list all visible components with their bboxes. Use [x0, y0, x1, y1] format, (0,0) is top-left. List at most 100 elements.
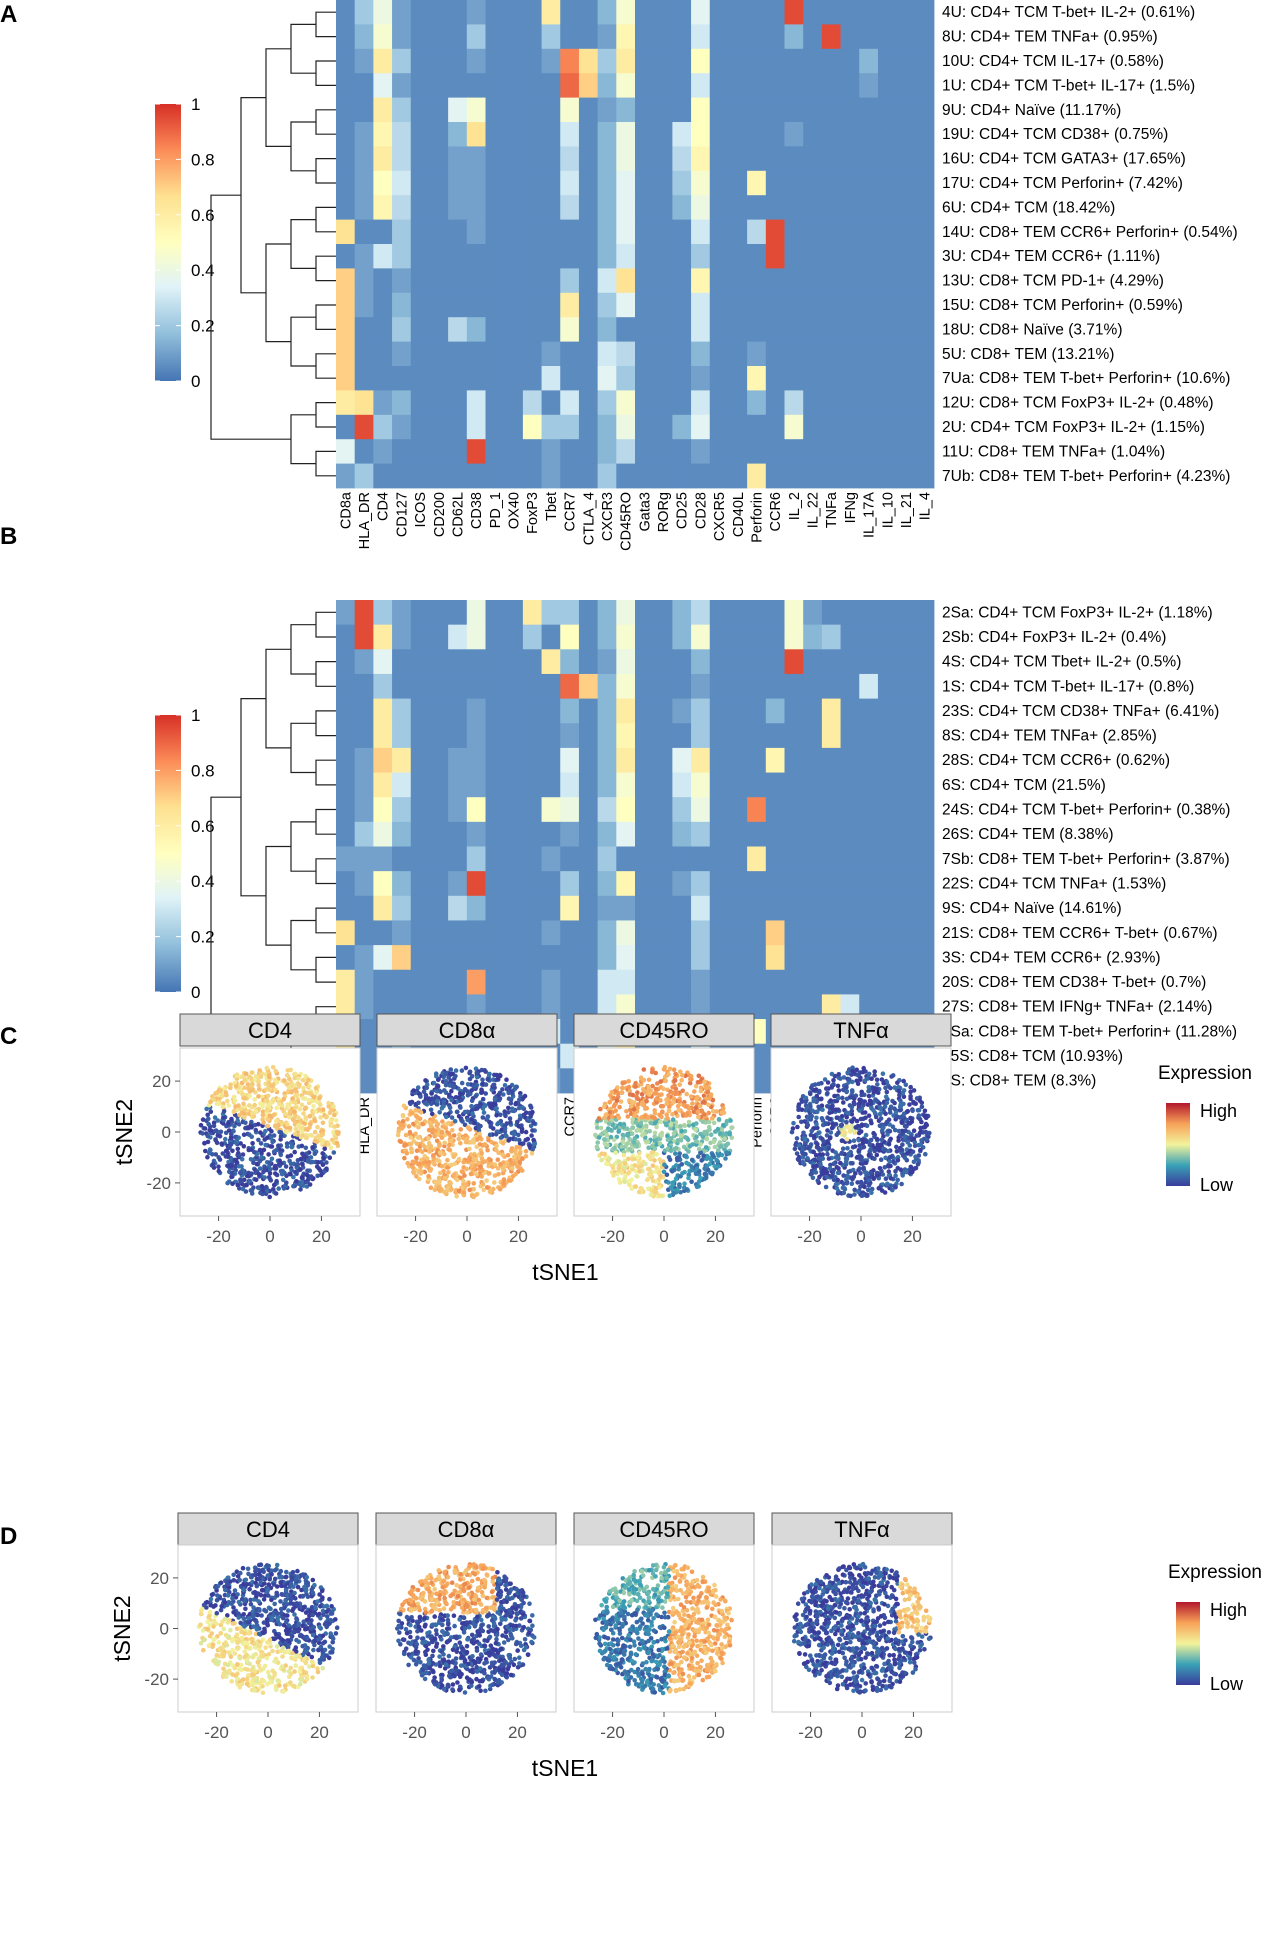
tsne-point: [449, 1115, 455, 1120]
tsne-point: [450, 1142, 455, 1148]
tsne-point: [817, 1130, 822, 1135]
tsne-point: [617, 1121, 623, 1127]
heat-cell: [635, 414, 655, 440]
heat-cell: [877, 170, 898, 196]
tsne-point: [671, 1191, 676, 1196]
dendrogram-branch: [315, 158, 336, 184]
heat-cell: [784, 945, 804, 971]
tsne-point: [318, 1168, 323, 1173]
heat-cell: [578, 797, 599, 823]
tsne-point: [465, 1158, 471, 1164]
tsne-point: [493, 1132, 499, 1137]
heat-cell: [354, 146, 374, 172]
tsne-point: [322, 1146, 327, 1151]
heat-cell: [354, 268, 374, 294]
tsne-point: [517, 1145, 523, 1150]
heat-cell: [373, 48, 393, 74]
heat-cell: [877, 747, 898, 773]
tsne-point: [913, 1154, 918, 1159]
heat-cell: [466, 797, 486, 823]
dendrogram-branch: [315, 60, 336, 86]
heat-cell: [653, 747, 673, 773]
heat-cell: [635, 649, 655, 675]
heat-cell: [859, 219, 879, 245]
heat-cell: [840, 994, 860, 1020]
heat-cell: [915, 969, 935, 995]
heat-cell: [336, 439, 356, 464]
heat-cell: [522, 73, 542, 98]
tsne-point: [901, 1078, 906, 1084]
tsne-point: [269, 1156, 275, 1162]
tsne-point: [850, 1144, 856, 1150]
heat-cell: [691, 846, 711, 872]
tsne-point: [671, 1067, 677, 1072]
heat-cell: [597, 244, 617, 269]
tsne-point: [249, 1134, 254, 1140]
tsne-point: [693, 1105, 699, 1111]
heat-cell: [616, 414, 636, 440]
heat-cell: [466, 366, 486, 391]
tsne-point: [258, 1130, 263, 1135]
heat-cell: [635, 146, 655, 172]
dendrogram-branch: [315, 956, 336, 983]
tsne-point: [635, 1090, 640, 1095]
heat-cell: [784, 390, 804, 416]
tsne-point: [812, 1082, 818, 1087]
tsne-point: [200, 1131, 205, 1136]
tsne-point: [492, 1173, 498, 1178]
tsne-point: [446, 1075, 451, 1080]
tsne-point: [791, 1120, 796, 1126]
tsne-point: [634, 1143, 639, 1148]
tsne-point: [841, 1087, 846, 1093]
tsne-point: [835, 1170, 841, 1176]
heat-cell: [560, 219, 580, 245]
tsne-point: [276, 1162, 282, 1167]
heat-cell: [504, 341, 524, 367]
tsne-point: [500, 1152, 505, 1158]
heat-cell: [747, 366, 767, 391]
heat-cell: [392, 772, 412, 798]
heat-cell: [578, 649, 599, 675]
tsne-point: [845, 1070, 850, 1075]
heat-cell: [522, 414, 542, 440]
heat-cell: [747, 772, 767, 798]
heat-cell: [541, 920, 561, 946]
y-tick-label: 0: [162, 1123, 171, 1142]
tsne-point: [295, 1162, 301, 1167]
tsne-point: [866, 1152, 872, 1158]
heat-cell: [877, 698, 898, 724]
heat-cell: [635, 969, 655, 995]
heat-cell: [410, 649, 430, 675]
tsne-point: [461, 1190, 467, 1195]
tsne-point: [247, 1178, 253, 1184]
heat-cell: [541, 772, 561, 798]
heat-cell: [840, 146, 860, 172]
tsne-point: [274, 1105, 280, 1111]
heat-cell: [896, 797, 916, 823]
tsne-point: [210, 1152, 215, 1157]
heat-cell: [840, 624, 860, 650]
tsne-point: [485, 1147, 490, 1153]
heat-cell: [691, 97, 711, 123]
heat-cell: [803, 600, 823, 626]
tsne-point: [646, 1092, 652, 1097]
tsne-point: [241, 1144, 247, 1149]
heat-cell: [635, 723, 655, 749]
tsne-point: [223, 1090, 228, 1095]
heat-cell: [578, 723, 599, 749]
heat-cell: [336, 366, 356, 391]
heat-cell: [653, 723, 673, 749]
heat-cell: [896, 846, 916, 872]
tsne-point: [292, 1131, 298, 1137]
tsne-point: [729, 1125, 735, 1130]
tsne-point: [652, 1115, 657, 1121]
tsne-point: [245, 1082, 251, 1087]
heat-cell: [803, 624, 823, 650]
heat-cell: [915, 463, 935, 489]
heat-cell: [392, 170, 412, 196]
heat-cell: [728, 649, 748, 675]
tsne-point: [688, 1094, 694, 1099]
heat-cell: [392, 244, 412, 269]
heat-cell: [709, 244, 729, 269]
heat-cell: [653, 624, 673, 650]
